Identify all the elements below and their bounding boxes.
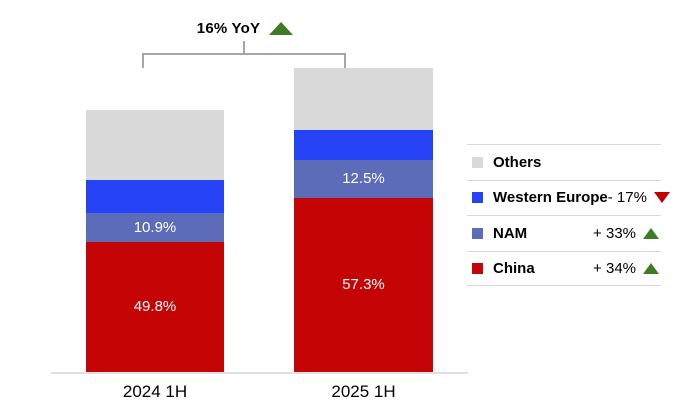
segment-value-label: 12.5% xyxy=(342,170,385,188)
legend-change-nam: + 33% xyxy=(593,224,636,242)
yoy-annotation: 16% YoY xyxy=(140,18,350,38)
x-axis-label-2025-1h: 2025 1H xyxy=(331,382,396,401)
bracket-right-stub xyxy=(344,53,346,68)
legend-row-western-europe: Western Europe - 17% xyxy=(467,179,670,216)
stacked-bar-2025-1h: 12.5% 57.3% xyxy=(294,68,433,372)
down-triangle-icon xyxy=(653,192,670,204)
segment-china-2024-1h: 49.8% xyxy=(86,241,224,372)
yoy-label: 16% YoY xyxy=(196,19,261,37)
segment-western-europe-2024-1h xyxy=(86,179,224,213)
segment-others-2024-1h xyxy=(86,110,224,180)
segment-value-label: 57.3% xyxy=(342,276,385,294)
legend-label-western-europe: Western Europe xyxy=(493,189,608,207)
legend-label-others: Others xyxy=(493,153,542,171)
stacked-bar-2024-1h: 10.9% 49.8% xyxy=(86,110,224,372)
legend: Others Western Europe - 17% NAM + 33% Ch… xyxy=(467,144,670,286)
legend-change-western-europe: - 17% xyxy=(607,189,647,207)
legend-label-china: China xyxy=(493,259,535,277)
segment-nam-2025-1h: 12.5% xyxy=(294,159,433,198)
china-swatch-icon xyxy=(472,262,483,274)
others-swatch-icon xyxy=(472,156,483,168)
legend-row-china: China + 34% xyxy=(467,250,661,286)
segment-nam-2024-1h: 10.9% xyxy=(86,212,224,242)
segment-others-2025-1h xyxy=(294,68,433,130)
up-triangle-icon xyxy=(643,262,659,274)
segment-value-label: 10.9% xyxy=(133,218,177,236)
legend-label-nam: NAM xyxy=(493,224,528,242)
bracket-center-line xyxy=(243,41,245,53)
segment-value-label: 49.8% xyxy=(133,298,177,316)
up-triangle-icon xyxy=(643,227,659,239)
legend-row-others: Others xyxy=(467,144,661,180)
bracket-horizontal-line xyxy=(142,53,346,55)
up-triangle-icon xyxy=(269,21,294,35)
legend-change-china: + 34% xyxy=(593,259,636,277)
plot-area: 10.9% 49.8% 12.5% 57.3% xyxy=(86,68,433,372)
x-axis-line xyxy=(51,372,468,374)
western-europe-swatch-icon xyxy=(472,192,483,204)
bracket-left-stub xyxy=(142,53,144,68)
segment-china-2025-1h: 57.3% xyxy=(294,197,433,372)
x-axis-label-2024-1h: 2024 1H xyxy=(122,382,188,401)
nam-swatch-icon xyxy=(472,227,483,239)
legend-row-nam: NAM + 33% xyxy=(467,215,661,251)
segment-western-europe-2025-1h xyxy=(294,129,433,160)
